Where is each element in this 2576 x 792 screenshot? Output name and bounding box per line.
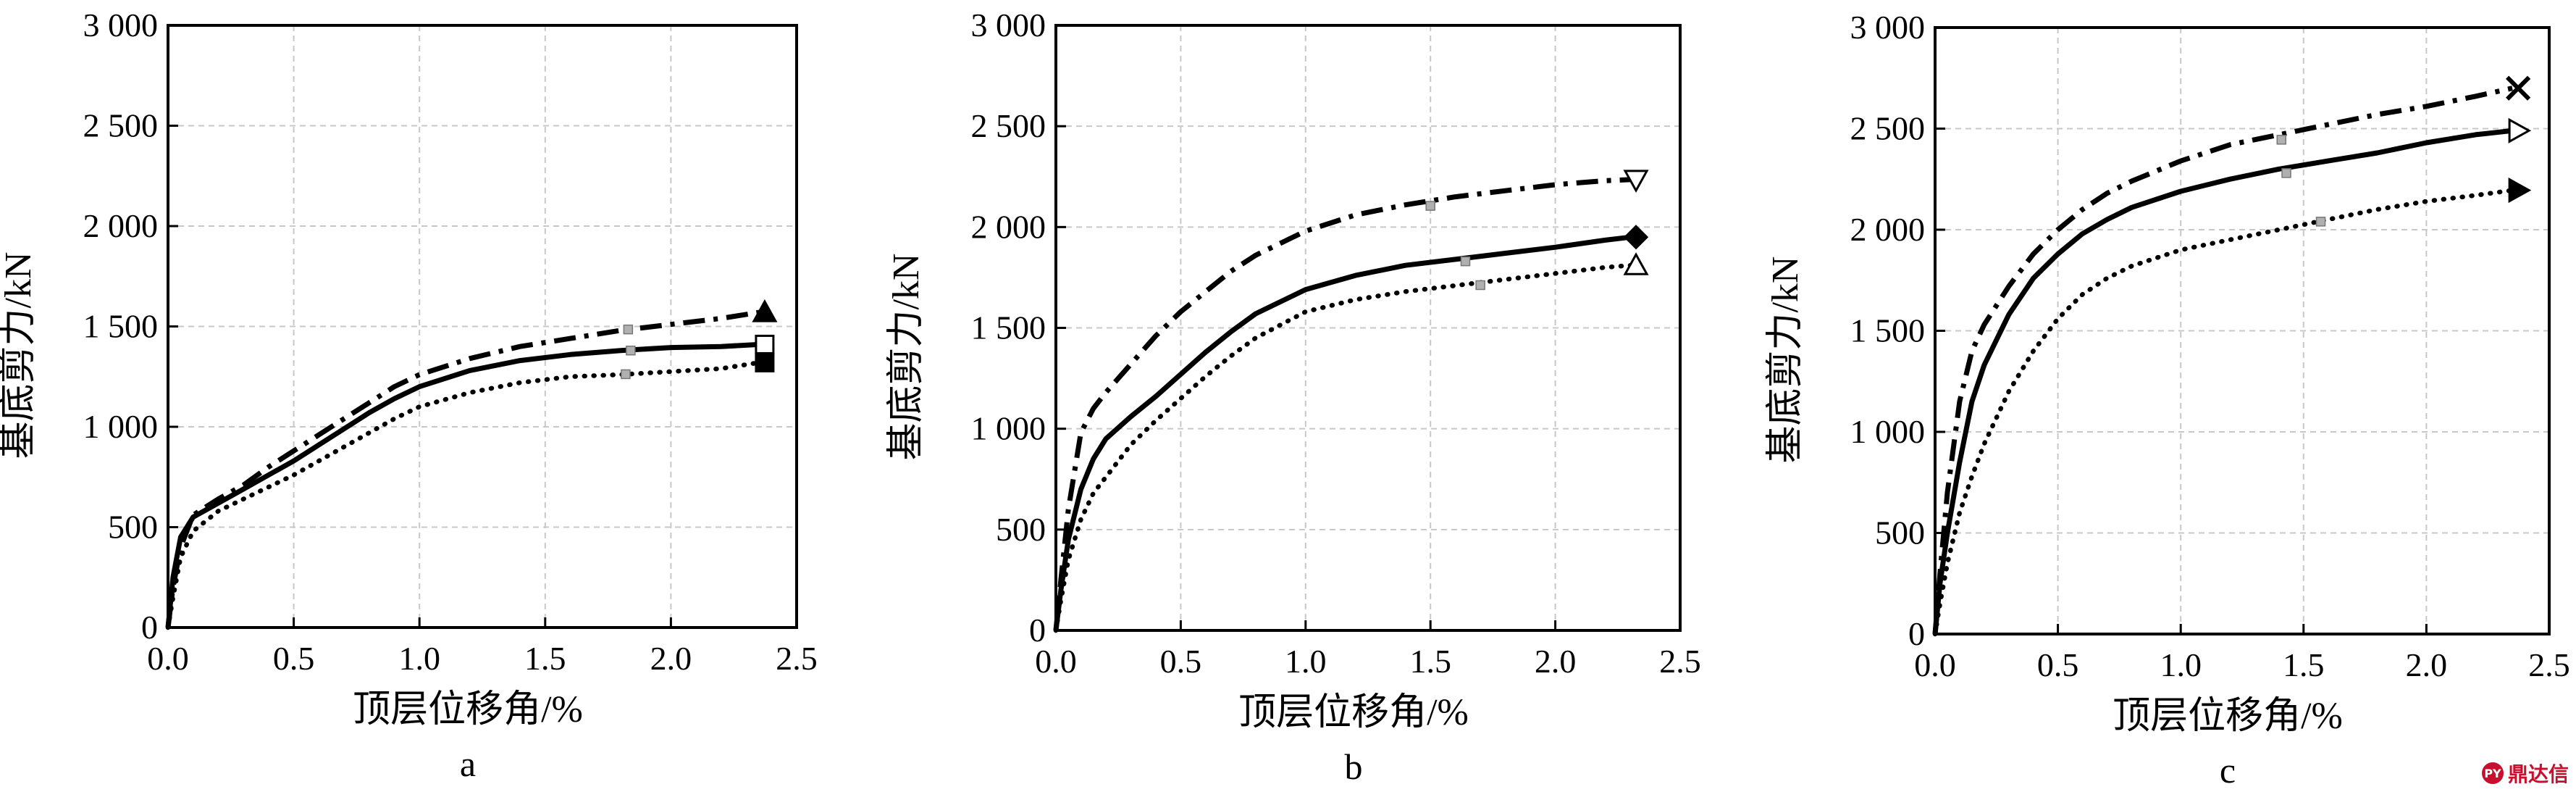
series-mid-marker xyxy=(626,345,636,356)
panel-label: b xyxy=(1345,746,1363,787)
x-tick-label: 0.0 xyxy=(1914,646,1956,683)
series-line-dotted xyxy=(1053,262,1633,633)
y-tick-label: 500 xyxy=(996,511,1046,548)
series-mid-marker xyxy=(2281,168,2291,178)
series-mid-marker xyxy=(1460,256,1471,267)
x-tick-label: 1.0 xyxy=(398,640,440,677)
x-tick-label: 2.5 xyxy=(2528,646,2570,683)
series-end-marker-triangle-down-open xyxy=(1623,170,1649,193)
series-end-marker-square-filled xyxy=(755,352,775,372)
x-tick-label: 0.5 xyxy=(273,640,315,677)
series-mid-marker xyxy=(1475,280,1485,291)
series-mid-marker xyxy=(1425,201,1435,211)
panel-label: a xyxy=(460,743,476,784)
series-end-marker-square-open xyxy=(755,334,775,354)
x-tick-label: 2.0 xyxy=(2406,646,2448,683)
y-tick-label: 1 500 xyxy=(83,308,159,345)
y-tick-label: 2 500 xyxy=(971,107,1046,144)
series-mid-marker xyxy=(621,369,631,380)
series-mid-marker xyxy=(623,324,634,335)
y-tick-label: 3 000 xyxy=(83,7,159,43)
chart-panel-b: 0.0 0.5 1.0 1.5 2.0 2.5 0 500 1 000 1 500 2 000 2 5… xyxy=(886,7,1701,787)
series-line-solid xyxy=(165,341,760,628)
y-tick-label: 2 000 xyxy=(83,207,159,244)
series-line-dashdot xyxy=(1932,86,2513,635)
x-tick-label: 1.5 xyxy=(2283,646,2325,683)
y-axis-label: 基底剪力/kN xyxy=(0,251,39,459)
x-tick-label: 1.5 xyxy=(524,640,566,677)
series-line-dashdot xyxy=(165,309,760,628)
series-line-dotted xyxy=(165,360,762,630)
y-tick-label: 1 000 xyxy=(971,410,1046,447)
series-end-marker-diamond-filled xyxy=(1623,225,1649,250)
y-tick-label: 1 000 xyxy=(83,408,159,445)
y-tick-label: 3 000 xyxy=(971,7,1046,43)
x-axis-label: 顶层位移角/% xyxy=(353,689,583,730)
x-tick-label: 2.0 xyxy=(650,640,692,677)
y-tick-label: 2 000 xyxy=(971,208,1046,245)
x-tick-label: 0.0 xyxy=(1035,643,1077,680)
x-tick-label: 0.5 xyxy=(2037,646,2079,683)
y-axis-label: 基底剪力/kN xyxy=(886,253,927,460)
series-end-marker-x-cross xyxy=(2505,75,2531,101)
y-tick-label: 2 000 xyxy=(1850,211,1926,248)
y-tick-label: 0 xyxy=(1908,615,1925,652)
series-line-solid xyxy=(1053,234,1631,631)
series-line-solid xyxy=(1932,128,2513,635)
x-tick-label: 2.0 xyxy=(1535,643,1577,680)
y-tick-label: 1 000 xyxy=(1850,413,1926,450)
series-line-dashdot xyxy=(1053,177,1631,631)
watermark-logo: PY xyxy=(2481,762,2504,784)
chart-panel-a: 0.0 0.5 1.0 1.5 2.0 2.5 0 500 1 000 1 500 2 000 2 5… xyxy=(0,7,818,784)
x-axis-label: 顶层位移角/% xyxy=(2113,696,2343,737)
y-axis-label: 基底剪力/kN xyxy=(1765,256,1806,463)
x-tick-label: 2.5 xyxy=(1659,643,1701,680)
y-tick-label: 2 500 xyxy=(83,107,159,144)
panel-label: c xyxy=(2220,750,2236,791)
y-tick-label: 1 500 xyxy=(1850,312,1926,349)
y-tick-label: 0 xyxy=(1029,612,1046,649)
y-tick-label: 500 xyxy=(108,509,158,546)
x-tick-label: 0.0 xyxy=(147,640,189,677)
watermark-text: 鼎达信 xyxy=(2507,762,2569,786)
x-tick-label: 0.5 xyxy=(1160,643,1202,680)
series-end-marker-triangle-up-filled xyxy=(752,299,778,322)
series-line-dotted xyxy=(1932,188,2515,637)
x-tick-label: 1.5 xyxy=(1409,643,1451,680)
x-tick-label: 2.5 xyxy=(776,640,818,677)
series-end-marker-triangle-right-open xyxy=(2508,117,2532,143)
x-tick-label: 1.0 xyxy=(2160,646,2202,683)
watermark: PY 鼎达信 xyxy=(2481,759,2569,788)
y-tick-label: 2 500 xyxy=(1850,110,1926,147)
series-mid-marker xyxy=(2315,217,2326,227)
x-axis-label: 顶层位移角/% xyxy=(1238,692,1469,733)
series-end-marker-triangle-up-open xyxy=(1623,252,1649,275)
chart-panel-c: 0.0 0.5 1.0 1.5 2.0 2.5 0 500 1 000 1 500 2 000 2 5… xyxy=(1765,9,2570,791)
y-tick-label: 500 xyxy=(1875,514,1925,551)
x-tick-label: 1.0 xyxy=(1285,643,1327,680)
series-end-marker-triangle-right-filled xyxy=(2508,178,2532,204)
y-tick-label: 0 xyxy=(141,609,158,646)
y-tick-label: 1 500 xyxy=(971,309,1046,346)
series-mid-marker xyxy=(2276,135,2287,145)
y-tick-label: 3 000 xyxy=(1850,9,1926,46)
